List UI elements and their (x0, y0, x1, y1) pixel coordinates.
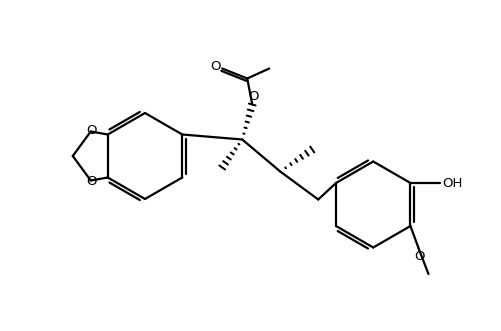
Text: O: O (87, 175, 97, 188)
Text: O: O (87, 124, 97, 137)
Text: OH: OH (442, 176, 462, 190)
Text: O: O (210, 60, 220, 73)
Text: O: O (414, 250, 425, 262)
Text: O: O (248, 90, 259, 103)
